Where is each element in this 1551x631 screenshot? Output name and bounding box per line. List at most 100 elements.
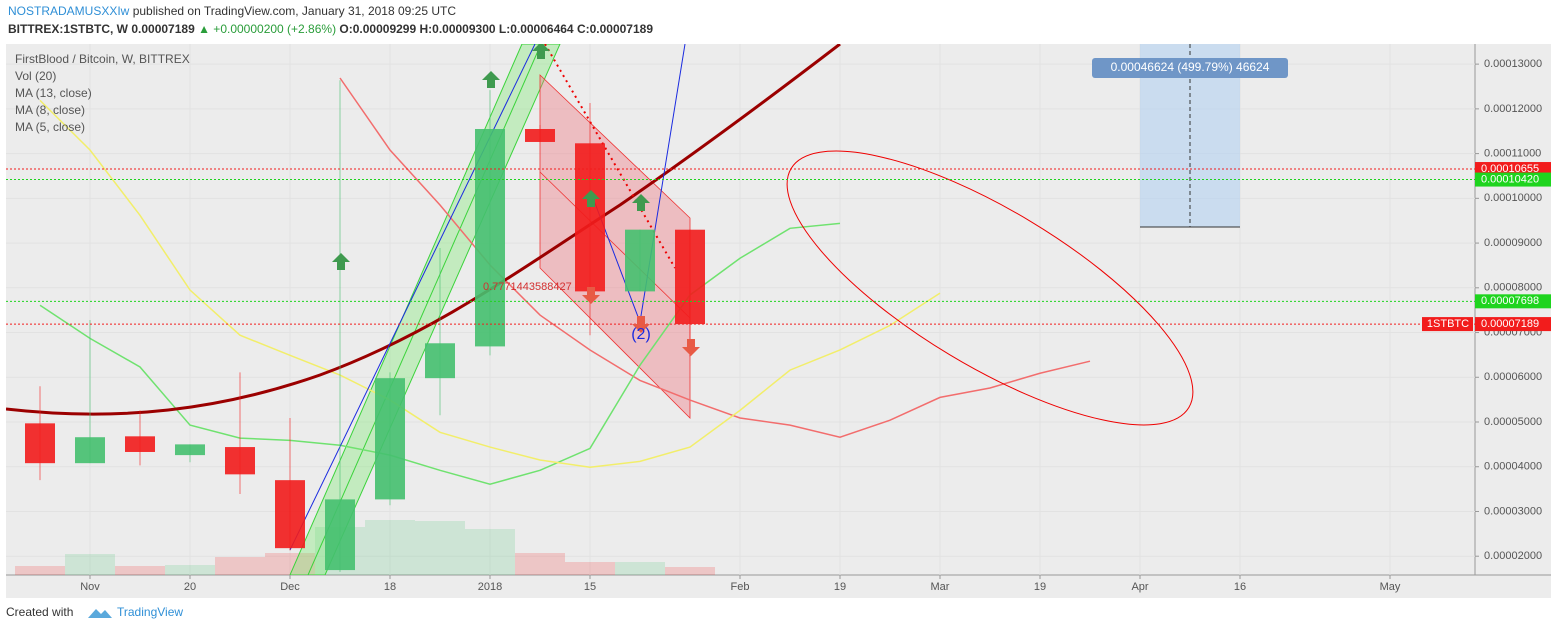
- annotation: 0.7771443588427: [483, 281, 572, 293]
- measure-label: 0.00046624 (499.79%) 46624: [1111, 60, 1270, 74]
- price-label: 0.00010655: [1481, 163, 1539, 175]
- volume-bar: [515, 553, 565, 575]
- up-arrow: [582, 190, 600, 207]
- down-arrow: [682, 339, 700, 356]
- author[interactable]: NOSTRADAMUSXXIw: [8, 4, 130, 18]
- y-tick-label: 0.00003000: [1484, 505, 1542, 517]
- x-tick-label: 19: [834, 581, 846, 593]
- x-tick-label: 16: [1234, 581, 1246, 593]
- volume-bar: [265, 553, 315, 575]
- x-tick-label: Apr: [1131, 581, 1148, 593]
- candle-body: [675, 229, 705, 325]
- y-tick-label: 0.00009000: [1484, 237, 1542, 249]
- volume-bar: [615, 562, 665, 575]
- candle-body: [375, 378, 405, 500]
- y-tick-label: 0.00008000: [1484, 282, 1542, 294]
- channel-mid: [539, 171, 691, 319]
- ellipse: [786, 150, 1194, 426]
- price-label: 0.00010420: [1481, 173, 1539, 185]
- price-name: 1STBTC: [1427, 318, 1469, 330]
- ohlc: O:0.00009299 H:0.00009300 L:0.00006464 C…: [339, 22, 653, 36]
- logo: [88, 609, 112, 618]
- candle-body: [75, 437, 105, 464]
- legend: FirstBlood / Bitcoin, W, BITTREX Vol (20…: [15, 52, 190, 134]
- candle-body: [325, 499, 355, 571]
- volume-bar: [165, 565, 215, 575]
- candle-body: [575, 143, 605, 292]
- y-tick-label: 0.00002000: [1484, 550, 1542, 562]
- candle-body: [175, 444, 205, 456]
- candle-body: [625, 229, 655, 292]
- trend-line: [289, 44, 536, 551]
- x-tick-label: 2018: [478, 581, 502, 593]
- symbol-line: BITTREX:1STBTC, W 0.00007189 ▲ +0.000002…: [8, 22, 653, 36]
- x-tick-label: 20: [184, 581, 196, 593]
- up-arrow: [632, 194, 650, 211]
- footer-text: Created with: [6, 605, 73, 619]
- plot-bg: [6, 44, 1551, 598]
- curve: [6, 44, 841, 416]
- price-label-bg: [1475, 317, 1551, 332]
- volume-bar: [365, 520, 415, 575]
- plot: 0.7771443588427 (2) 0.00046624 (499.79%)…: [6, 44, 1475, 575]
- candle-body: [275, 480, 305, 549]
- legend-entry: Vol (20): [15, 69, 56, 83]
- arrows: [332, 44, 700, 356]
- x-tick-label: 18: [384, 581, 396, 593]
- y-tick-label: 0.00012000: [1484, 103, 1542, 115]
- footer-brand[interactable]: TradingView: [117, 605, 183, 619]
- price-change: ▲ +0.00000200 (+2.86%): [198, 22, 336, 36]
- ma-line: [39, 222, 841, 485]
- axes: 0.00002000 0.00003000 0.00004000 0.00005000…: [80, 58, 1551, 593]
- price-label: 0.00007698: [1481, 295, 1539, 307]
- x-tick-label: Nov: [80, 581, 100, 593]
- symbol: BITTREX:1STBTC, W: [8, 22, 129, 36]
- y-tick-label: 0.00013000: [1484, 58, 1542, 70]
- y-tick-label: 0.00006000: [1484, 371, 1542, 383]
- legend-entry: MA (13, close): [15, 86, 92, 100]
- price-label: 0.00007189: [1481, 318, 1539, 330]
- y-tick-label: 0.00005000: [1484, 416, 1542, 428]
- last-price: 0.00007189: [131, 22, 195, 36]
- y-tick-label: 0.00010000: [1484, 192, 1542, 204]
- price-lines: [6, 168, 1475, 325]
- up-arrow: [482, 71, 500, 88]
- published: published on TradingView.com, January 31…: [133, 4, 457, 18]
- candle-body: [425, 343, 455, 379]
- x-tick-label: Mar: [931, 581, 950, 593]
- dotted-line: [544, 44, 676, 269]
- volume-bar: [415, 521, 465, 575]
- x-tick-label: 19: [1034, 581, 1046, 593]
- legend-entry: MA (8, close): [15, 103, 85, 117]
- moving-averages: [39, 77, 1091, 485]
- price-label-bg: [1475, 162, 1551, 177]
- candle-body: [525, 128, 555, 142]
- measure-label-bg: [1092, 58, 1288, 78]
- up-arrow: [332, 253, 350, 270]
- legend-entry: MA (5, close): [15, 120, 85, 134]
- volume-bar: [465, 529, 515, 575]
- x-tick-label: 15: [584, 581, 596, 593]
- candles: [25, 80, 705, 572]
- candle-body: [25, 423, 55, 464]
- candle-body: [475, 128, 505, 347]
- price-label-bg: [1475, 294, 1551, 309]
- volume-bar: [215, 557, 265, 575]
- volume-bar: [565, 562, 615, 575]
- annotation: (2): [631, 326, 651, 343]
- y-tick-label: 0.00004000: [1484, 461, 1542, 473]
- price-label-bg: [1475, 172, 1551, 187]
- candle-body: [125, 436, 155, 452]
- y-tick-label: 0.00011000: [1484, 148, 1541, 160]
- candle-body: [225, 447, 255, 475]
- volume-bar: [665, 567, 715, 575]
- x-tick-label: Dec: [280, 581, 300, 593]
- ma-line: [39, 99, 941, 468]
- volume-bar: [15, 566, 65, 575]
- ma-line: [339, 77, 1091, 438]
- volume-bar: [115, 566, 165, 575]
- x-tick-label: May: [1380, 581, 1401, 593]
- price-name-bg: [1422, 317, 1473, 332]
- down-arrow: [632, 316, 650, 333]
